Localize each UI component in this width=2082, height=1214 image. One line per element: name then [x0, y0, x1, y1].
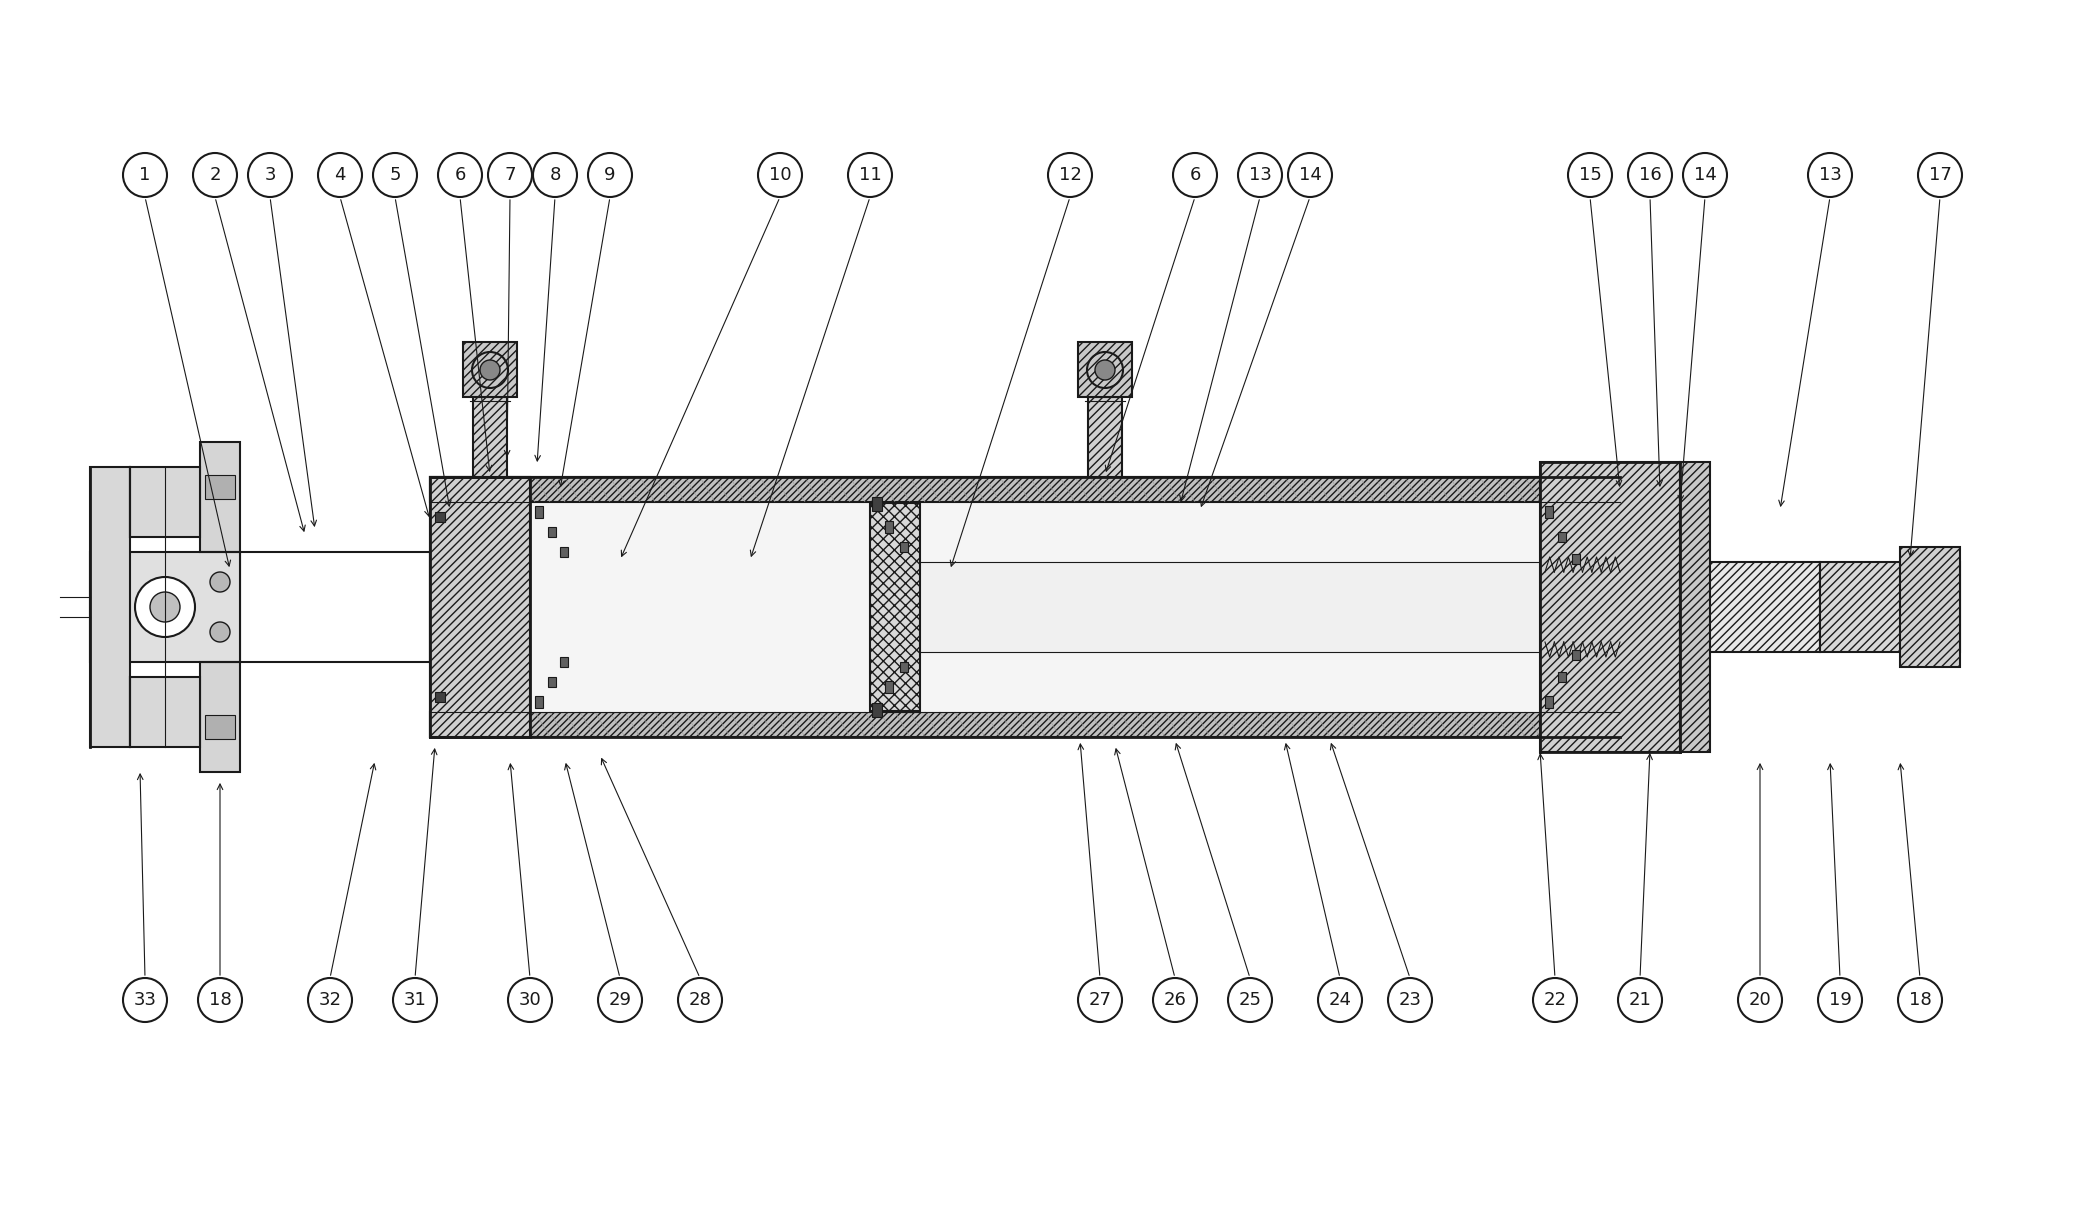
Text: 33: 33: [133, 991, 156, 1009]
Text: 5: 5: [389, 166, 400, 185]
Polygon shape: [885, 681, 893, 693]
Circle shape: [1095, 361, 1116, 380]
Text: 26: 26: [1164, 991, 1187, 1009]
Text: 8: 8: [550, 166, 560, 185]
Text: 7: 7: [504, 166, 516, 185]
Polygon shape: [1078, 342, 1133, 397]
Polygon shape: [1820, 562, 1959, 652]
Polygon shape: [90, 467, 129, 747]
Polygon shape: [431, 477, 1620, 737]
Text: 12: 12: [1058, 166, 1081, 185]
Polygon shape: [548, 527, 556, 537]
Polygon shape: [899, 541, 908, 552]
Text: 13: 13: [1818, 166, 1840, 185]
Polygon shape: [535, 506, 543, 518]
Polygon shape: [204, 715, 235, 739]
Circle shape: [210, 622, 229, 642]
Polygon shape: [1557, 532, 1566, 541]
Polygon shape: [435, 512, 446, 522]
Circle shape: [210, 572, 229, 592]
Circle shape: [135, 577, 196, 637]
Polygon shape: [431, 477, 1620, 503]
Text: 9: 9: [604, 166, 616, 185]
Polygon shape: [431, 503, 1620, 711]
Polygon shape: [129, 677, 200, 747]
Text: 16: 16: [1639, 166, 1661, 185]
Polygon shape: [1545, 696, 1553, 708]
Circle shape: [150, 592, 179, 622]
Polygon shape: [435, 692, 446, 702]
Text: 21: 21: [1628, 991, 1651, 1009]
Polygon shape: [431, 711, 1620, 737]
Polygon shape: [899, 562, 1620, 652]
Polygon shape: [899, 662, 908, 673]
Text: 13: 13: [1249, 166, 1272, 185]
Text: 3: 3: [264, 166, 275, 185]
Text: 1: 1: [139, 166, 150, 185]
Text: 14: 14: [1693, 166, 1716, 185]
Text: 23: 23: [1399, 991, 1422, 1009]
Polygon shape: [431, 477, 531, 737]
Polygon shape: [1089, 397, 1122, 477]
Polygon shape: [200, 442, 239, 772]
Text: 2: 2: [210, 166, 221, 185]
Polygon shape: [90, 552, 239, 662]
Polygon shape: [1545, 506, 1553, 518]
Polygon shape: [1541, 463, 1680, 751]
Polygon shape: [870, 503, 920, 711]
Polygon shape: [129, 467, 200, 537]
Polygon shape: [1680, 463, 1709, 751]
Polygon shape: [204, 475, 235, 499]
Text: 27: 27: [1089, 991, 1112, 1009]
Text: 17: 17: [1928, 166, 1951, 185]
Text: 6: 6: [454, 166, 466, 185]
Polygon shape: [560, 548, 568, 557]
Polygon shape: [431, 552, 531, 662]
Text: 24: 24: [1328, 991, 1351, 1009]
Text: 18: 18: [1909, 991, 1932, 1009]
Polygon shape: [885, 521, 893, 533]
Text: 20: 20: [1749, 991, 1772, 1009]
Text: 31: 31: [404, 991, 427, 1009]
Polygon shape: [1901, 548, 1959, 666]
Polygon shape: [1680, 562, 1820, 652]
Text: 25: 25: [1239, 991, 1262, 1009]
Text: 32: 32: [319, 991, 341, 1009]
Polygon shape: [535, 696, 543, 708]
Text: 22: 22: [1543, 991, 1566, 1009]
Text: 11: 11: [858, 166, 881, 185]
Text: 15: 15: [1578, 166, 1601, 185]
Polygon shape: [872, 703, 883, 717]
Text: 4: 4: [335, 166, 346, 185]
Text: 19: 19: [1828, 991, 1851, 1009]
Text: 6: 6: [1189, 166, 1201, 185]
Circle shape: [481, 361, 500, 380]
Polygon shape: [1572, 554, 1580, 565]
Polygon shape: [1572, 649, 1580, 660]
Text: 18: 18: [208, 991, 231, 1009]
Polygon shape: [473, 397, 508, 477]
Polygon shape: [560, 657, 568, 666]
Text: 14: 14: [1299, 166, 1322, 185]
Text: 28: 28: [689, 991, 712, 1009]
Polygon shape: [1557, 673, 1566, 682]
Text: 29: 29: [608, 991, 631, 1009]
Text: 10: 10: [768, 166, 791, 185]
Polygon shape: [548, 677, 556, 687]
Polygon shape: [872, 497, 883, 511]
Text: 30: 30: [518, 991, 541, 1009]
Polygon shape: [462, 342, 516, 397]
